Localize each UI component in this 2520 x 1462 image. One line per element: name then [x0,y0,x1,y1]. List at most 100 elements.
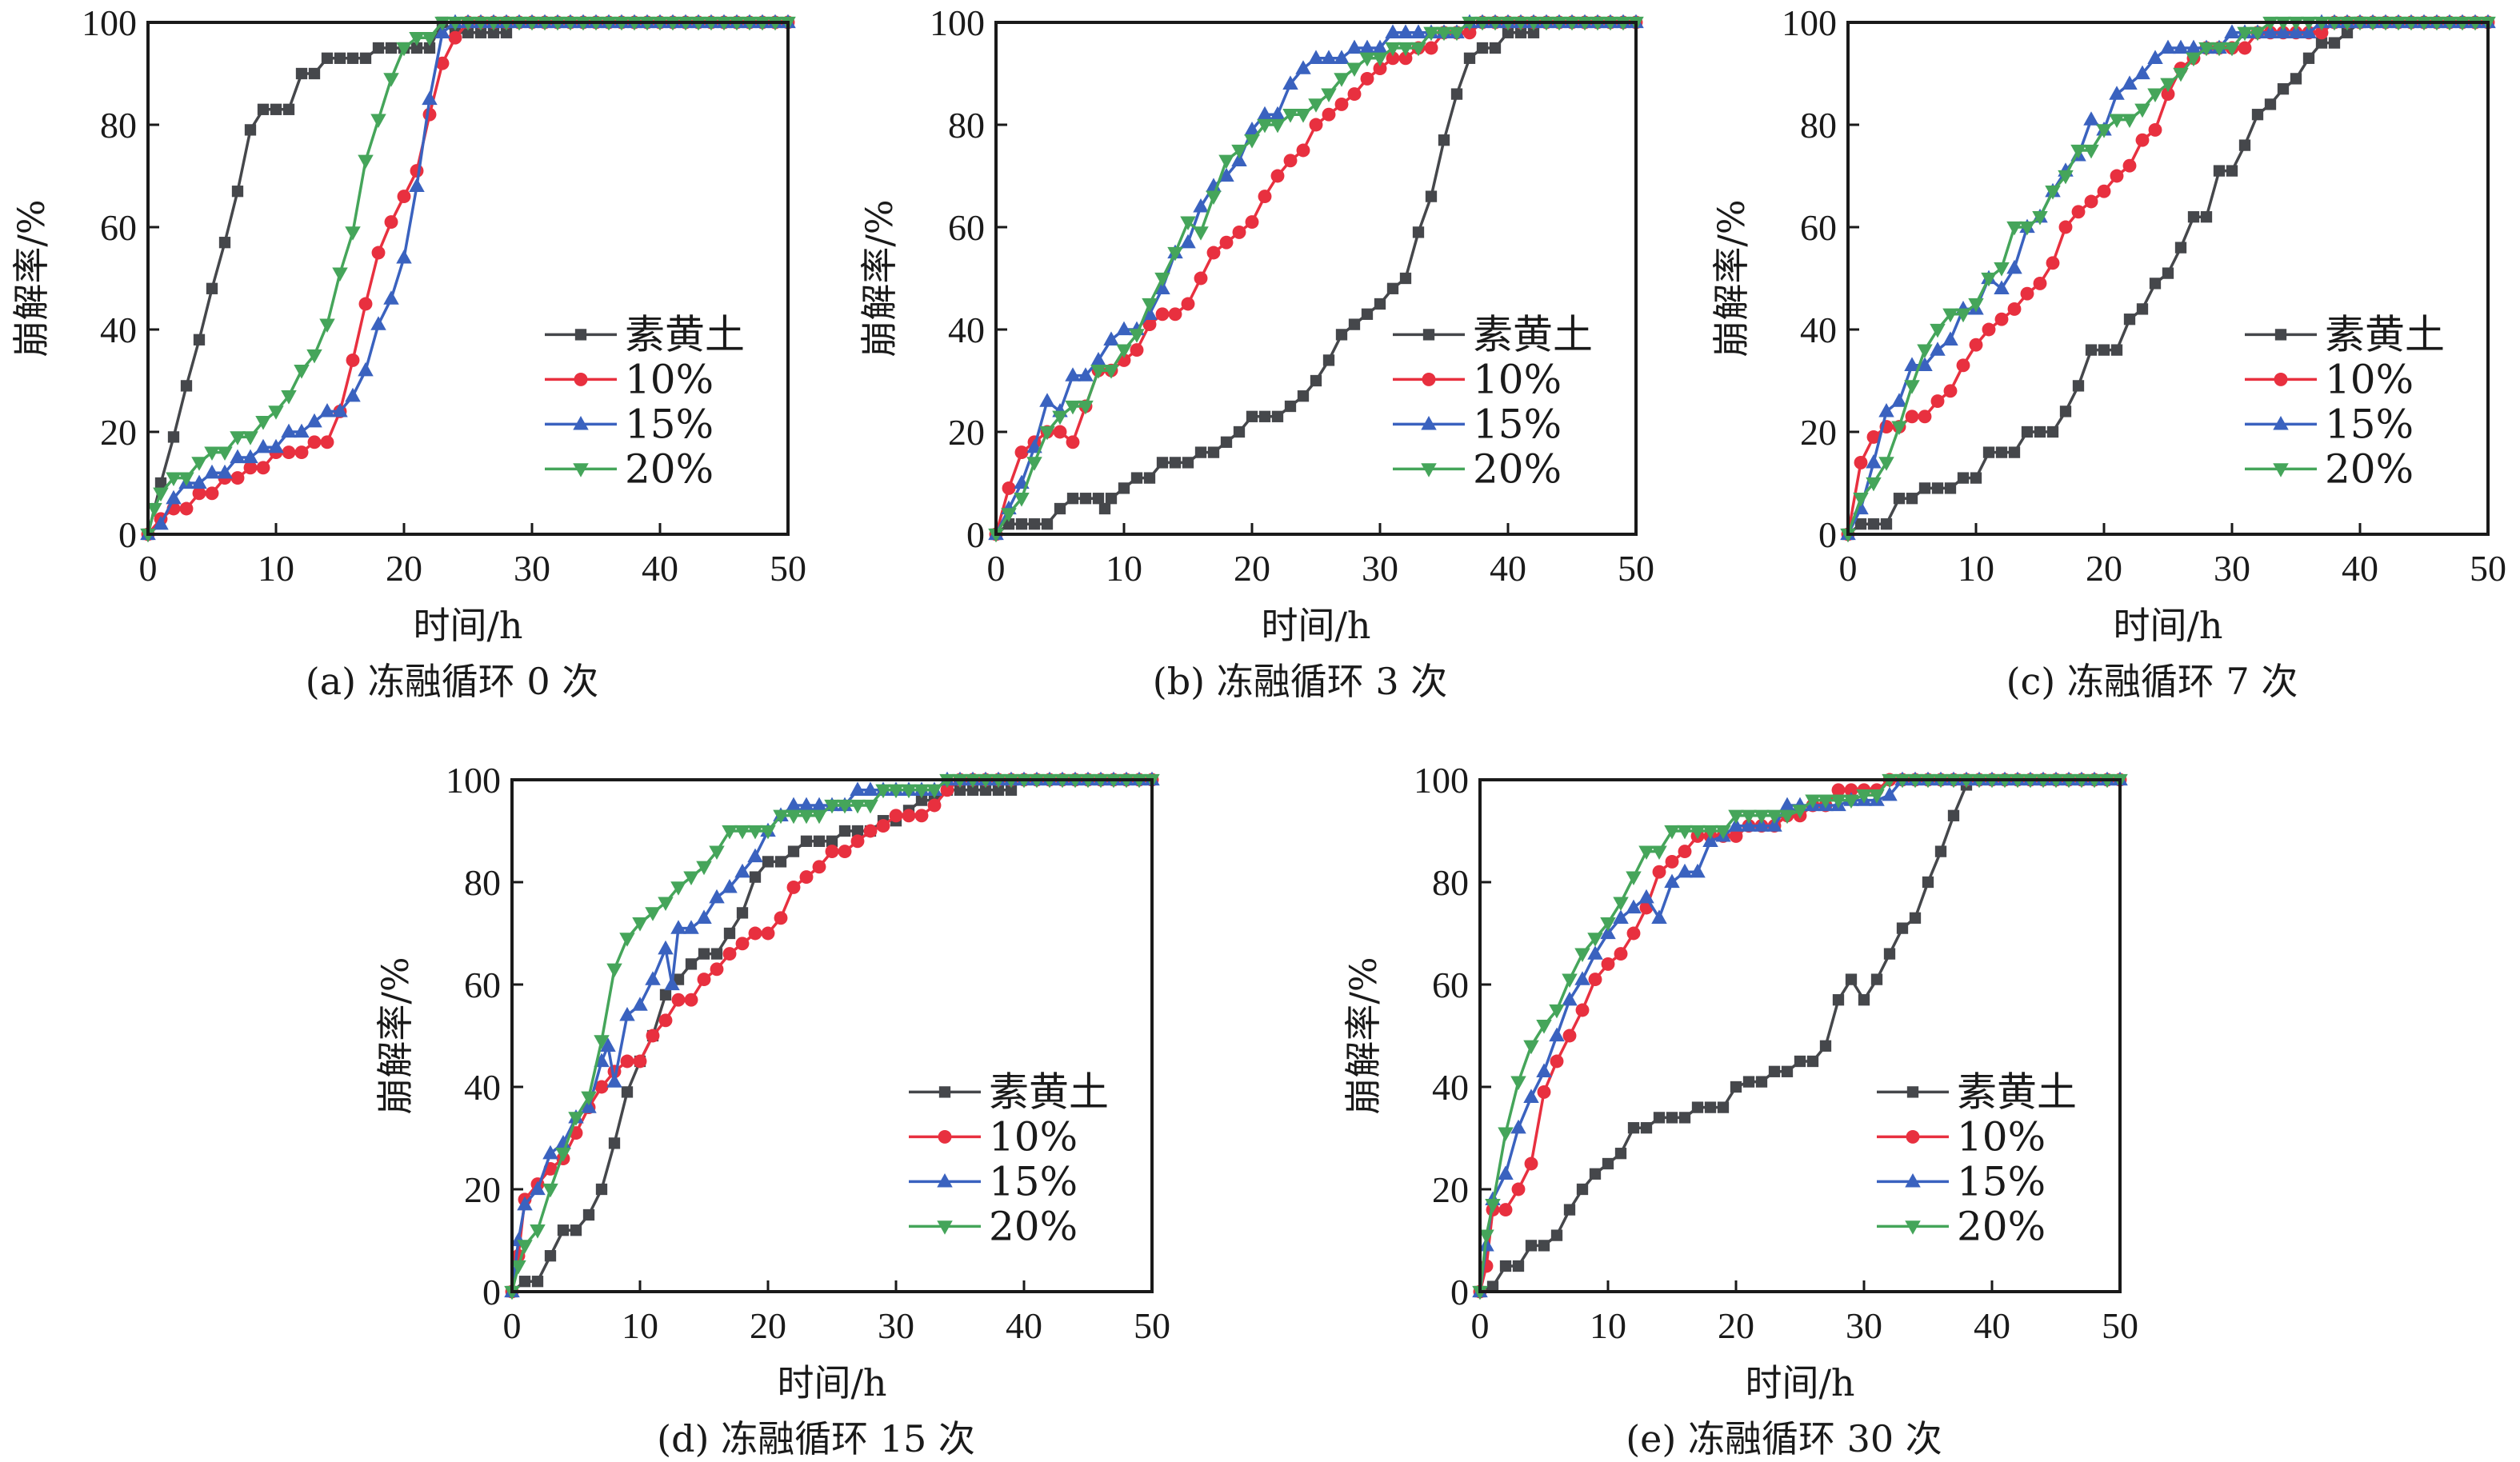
data-point [422,32,438,46]
data-point [1322,107,1336,122]
data-point [915,794,928,806]
y-tick-label: 100 [1782,2,1837,43]
data-point [1425,190,1438,202]
data-point [370,114,386,128]
data-point [1909,912,1922,924]
data-point [1514,26,1527,38]
data-point [2122,158,2137,173]
data-point [966,784,979,796]
data-point [1489,42,1502,54]
data-point [581,1099,597,1113]
data-point [1562,991,1578,1006]
data-point [542,1144,558,1160]
data-point [1001,508,1017,522]
data-point [774,856,787,868]
data-point [1231,144,1247,159]
data-point [646,1029,660,1043]
legend-marker [574,329,587,341]
x-tick-label: 40 [1490,548,1526,589]
data-point [1476,42,1489,54]
data-point [992,784,1005,796]
data-point [838,845,852,859]
data-point [1118,482,1130,494]
data-point [863,824,878,838]
data-point [2084,194,2098,209]
data-point [1321,50,1337,64]
data-point [422,107,437,122]
data-point [2008,446,2021,458]
legend-item: 10% [1393,356,1562,402]
data-point [1053,425,1067,439]
legend-item: 15% [545,401,714,447]
data-point [1882,786,1898,801]
data-point [683,871,699,885]
data-point [1652,865,1666,879]
data-point [1360,71,1374,86]
data-point [500,26,513,38]
x-tick-label: 10 [1106,548,1142,589]
data-point [1271,410,1284,422]
data-point [2198,42,2214,57]
legend-item: 10% [545,356,714,402]
data-point [1098,502,1111,515]
data-point [1677,863,1693,878]
data-point [1792,805,1808,819]
data-point [217,446,233,461]
data-point [2224,42,2240,57]
data-point [1576,1183,1589,1196]
data-point [282,103,295,115]
x-tick-label: 50 [1134,1305,1170,1346]
data-point [1562,973,1578,988]
data-point [1510,1076,1526,1090]
legend-marker [2273,416,2289,430]
data-point [1348,318,1361,330]
data-point [1130,343,1144,358]
data-point [1944,482,1957,494]
data-point [1614,1148,1627,1160]
legend-label: 素黄土 [1473,311,1593,358]
data-point [1385,24,1401,38]
data-point [530,1180,546,1196]
data-point [1524,1156,1538,1171]
data-point [1014,445,1029,460]
data-point [2020,286,2034,301]
legend-label: 素黄土 [989,1069,1109,1115]
data-point [1943,384,1958,398]
legend-marker [1422,372,1436,386]
data-point [1613,909,1629,924]
legend-label: 20% [2325,445,2414,492]
data-point [1755,1076,1768,1088]
plot-frame [994,21,1638,536]
data-point [619,1007,635,1021]
data-point [2110,169,2124,183]
data-point [1310,374,1322,387]
data-point [1498,1165,1514,1180]
series-line-d-0 [510,789,1011,1293]
data-point [1942,308,1958,323]
data-point [736,907,749,919]
data-point [2123,314,2136,326]
data-point [826,835,838,847]
data-point [1781,1065,1794,1077]
data-point [1766,817,1782,832]
data-point [2174,242,2187,254]
data-point [1904,357,1920,371]
data-point [1845,973,1858,985]
data-point [242,449,258,464]
data-point [2122,75,2138,90]
data-point [2250,26,2266,42]
data-point [1499,1260,1512,1272]
data-point [1831,783,1846,797]
data-point [1666,1112,1678,1124]
legend-item: 15% [1393,401,1562,447]
data-point [1002,481,1016,495]
data-point [1463,52,1476,64]
data-point [1878,403,1894,417]
data-point [1525,1240,1538,1252]
data-point [281,423,297,438]
x-tick-label: 40 [1974,1305,2010,1346]
data-point [294,423,310,438]
data-point [1142,318,1157,332]
data-point [813,835,826,847]
data-point [474,26,487,38]
